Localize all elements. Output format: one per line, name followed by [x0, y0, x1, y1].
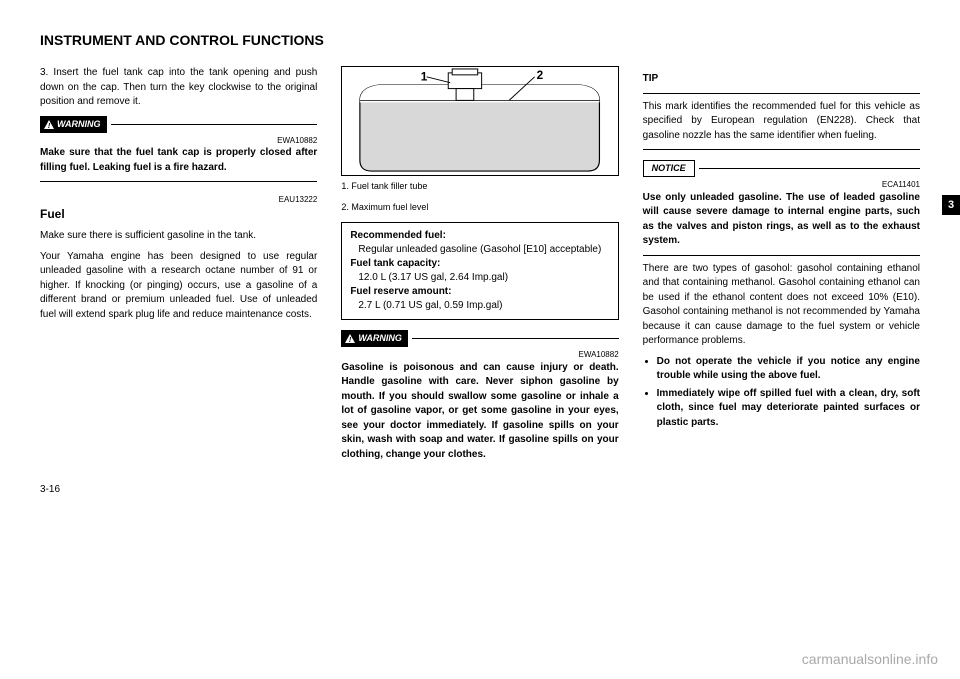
spec-tank-value: 12.0 L (3.17 US gal, 2.64 Imp.gal) — [358, 271, 609, 285]
warning-rule-2 — [412, 338, 619, 339]
divider — [40, 181, 317, 182]
fuel-tank-figure: 1 2 — [341, 66, 618, 176]
tip-rule-end — [643, 149, 920, 150]
notice-rule — [699, 168, 920, 169]
warning-header: ! WARNING — [40, 116, 317, 133]
spec-fuel-label: Recommended fuel: — [350, 229, 609, 243]
tip-text: This mark identifies the recommended fue… — [643, 100, 920, 144]
caution-item-1: Do not operate the vehicle if you notice… — [657, 355, 920, 384]
figure-caption-1: 1. Fuel tank filler tube — [341, 180, 618, 193]
warning-text-2: Gasoline is poisonous and can cause inju… — [341, 361, 618, 463]
notice-text: Use only unleaded gasoline. The use of l… — [643, 191, 920, 249]
caution-item-2: Immediately wipe off spilled fuel with a… — [657, 387, 920, 431]
spec-fuel-value: Regular unleaded gasoline (Gasohol [E10]… — [358, 243, 609, 257]
spec-reserve-value: 2.7 L (0.71 US gal, 0.59 Imp.gal) — [358, 299, 609, 313]
warning-text: Make sure that the fuel tank cap is prop… — [40, 146, 317, 175]
figure-caption-2: 2. Maximum fuel level — [341, 201, 618, 214]
fuel-id: EAU13222 — [40, 194, 317, 206]
content-columns: 3. Insert the fuel tank cap into the tan… — [40, 66, 920, 468]
tip-heading: TIP — [643, 72, 920, 87]
warning-label-2: ! WARNING — [341, 330, 408, 347]
callout-1: 1 — [421, 71, 428, 84]
spec-tank-label: Fuel tank capacity: — [350, 257, 609, 271]
warning-rule — [111, 124, 318, 125]
notice-rule-end — [643, 255, 920, 256]
fuel-heading: Fuel — [40, 206, 317, 223]
gasohol-text: There are two types of gasohol: gasohol … — [643, 262, 920, 349]
notice-header: NOTICE — [643, 160, 920, 177]
section-header: INSTRUMENT AND CONTROL FUNCTIONS — [40, 32, 920, 48]
fuel-intro: Make sure there is sufficient gasoline i… — [40, 229, 317, 244]
page-number: 3-16 — [40, 484, 920, 495]
callout-2: 2 — [537, 69, 544, 82]
manual-page: INSTRUMENT AND CONTROL FUNCTIONS 3 3. In… — [0, 0, 960, 679]
warning-label: ! WARNING — [40, 116, 107, 133]
notice-label: NOTICE — [643, 160, 695, 177]
spec-reserve-label: Fuel reserve amount: — [350, 285, 609, 299]
warning-id: EWA10882 — [40, 135, 317, 147]
step-3-text: 3. Insert the fuel tank cap into the tan… — [40, 66, 317, 110]
notice-id: ECA11401 — [643, 179, 920, 191]
fuel-spec-box: Recommended fuel: Regular unleaded gasol… — [341, 222, 618, 320]
warning-id-2: EWA10882 — [341, 349, 618, 361]
column-1: 3. Insert the fuel tank cap into the tan… — [40, 66, 317, 468]
watermark: carmanualsonline.info — [802, 651, 938, 667]
fuel-octane: Your Yamaha engine has been designed to … — [40, 250, 317, 323]
fuel-tank-svg: 1 2 — [342, 67, 617, 175]
chapter-tab: 3 — [942, 195, 960, 215]
caution-list: Do not operate the vehicle if you notice… — [643, 355, 920, 431]
tip-rule — [643, 93, 920, 94]
warning-triangle-icon: ! — [44, 120, 54, 129]
column-3: TIP This mark identifies the recommended… — [643, 66, 920, 468]
warning-triangle-icon: ! — [345, 334, 355, 343]
column-2: 1 2 1. Fuel tank filler tube 2. Maximum … — [341, 66, 618, 468]
warning-header-2: ! WARNING — [341, 330, 618, 347]
